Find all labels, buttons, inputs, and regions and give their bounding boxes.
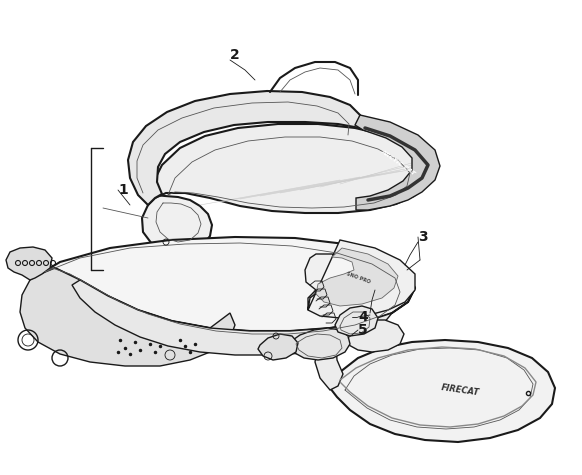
Text: 5: 5 xyxy=(358,323,368,337)
Polygon shape xyxy=(30,237,415,331)
Polygon shape xyxy=(20,268,235,366)
Text: ARCTIC CAT: ARCTIC CAT xyxy=(380,148,416,176)
Text: FIRECAT: FIRECAT xyxy=(440,383,480,397)
Polygon shape xyxy=(142,195,212,255)
Polygon shape xyxy=(288,328,350,360)
Polygon shape xyxy=(330,340,555,442)
Polygon shape xyxy=(148,124,428,213)
Polygon shape xyxy=(72,256,415,355)
Polygon shape xyxy=(305,240,415,318)
Polygon shape xyxy=(315,320,404,390)
Text: 4: 4 xyxy=(358,310,368,324)
Text: 2: 2 xyxy=(230,48,240,62)
Text: SNO PRO: SNO PRO xyxy=(345,271,371,285)
Polygon shape xyxy=(355,115,440,210)
Polygon shape xyxy=(258,334,298,360)
Polygon shape xyxy=(128,91,360,205)
Polygon shape xyxy=(6,247,52,280)
Text: 3: 3 xyxy=(418,230,428,244)
Polygon shape xyxy=(335,306,378,336)
Text: 1: 1 xyxy=(118,183,128,197)
Polygon shape xyxy=(316,248,398,306)
